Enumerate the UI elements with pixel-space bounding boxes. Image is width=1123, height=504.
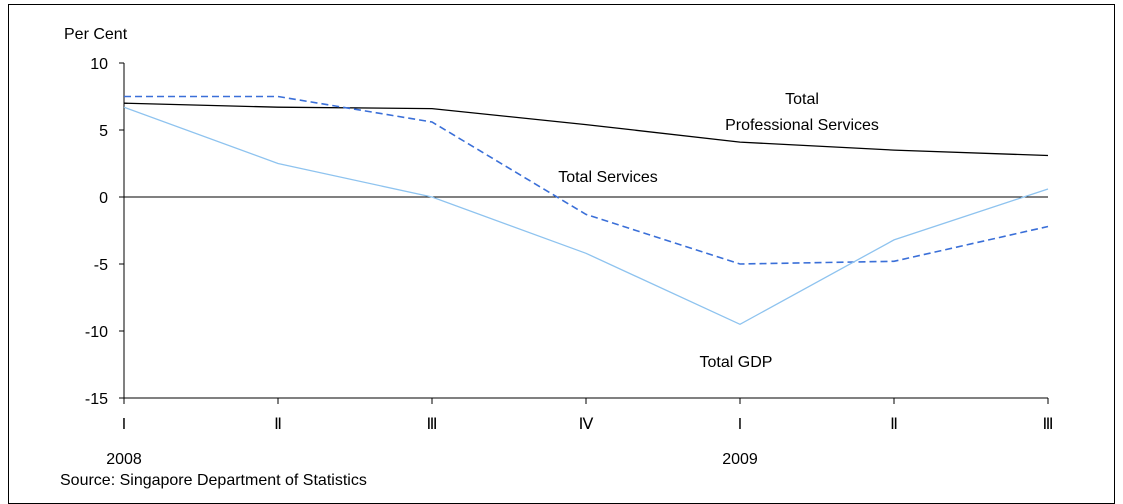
y-tick-label: -15 (85, 391, 108, 408)
line-chart: Per Cent 10 5 0 -5 -10 -15 I Ⅱ Ⅲ Ⅳ I Ⅱ Ⅲ 2008 2009 To… (60, 26, 1054, 489)
series-line-total-services (124, 95, 1049, 265)
series-label: Total Services (558, 169, 658, 186)
y-tick-label: -5 (94, 257, 108, 274)
y-tick-label: 10 (90, 56, 108, 73)
y-tick-label: 5 (99, 123, 108, 140)
series-line-total-professional-services (123, 102, 1049, 157)
x-tick-label: Ⅳ (579, 416, 594, 433)
series-line-total-gdp (123, 106, 1049, 326)
series-label: Total GDP (700, 354, 773, 371)
y-axis-title: Per Cent (64, 26, 128, 43)
x-tick-label: I (122, 416, 126, 433)
x-tick-label: I (738, 416, 742, 433)
x-year-label: 2008 (106, 451, 142, 468)
x-tick-label: Ⅱ (274, 416, 282, 433)
x-year-label: 2009 (722, 451, 758, 468)
x-tick-label: Ⅱ (890, 416, 898, 433)
source-note: Source: Singapore Department of Statisti… (60, 472, 367, 489)
y-tick-label: 0 (99, 190, 108, 207)
x-tick-label: Ⅲ (426, 416, 437, 433)
y-tick-label: -10 (85, 324, 108, 341)
x-tick-label: Ⅲ (1042, 416, 1053, 433)
series-label: Professional Services (725, 117, 879, 134)
series-label: Total (785, 91, 819, 108)
